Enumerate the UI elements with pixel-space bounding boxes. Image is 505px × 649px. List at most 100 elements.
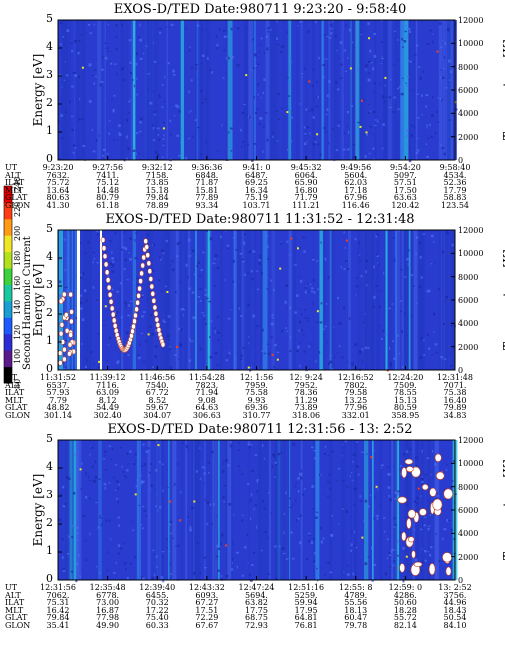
heatmap-speckle xyxy=(89,497,91,500)
heatmap-speckle xyxy=(89,532,91,536)
table-cell: 13: 2:52 xyxy=(438,583,472,592)
heatmap-speckle xyxy=(177,327,181,331)
heatmap-speckle xyxy=(124,542,126,545)
heatmap-speckle xyxy=(99,515,103,519)
heatmap-streak xyxy=(63,20,69,160)
saturated-point xyxy=(69,339,75,346)
heatmap-speckle xyxy=(273,365,276,369)
heatmap-speckle xyxy=(185,263,188,267)
heatmap-speckle xyxy=(289,497,291,500)
heatmap-speckle xyxy=(325,303,328,305)
heatmap-speckle xyxy=(394,498,396,500)
table-cell: 44.96 xyxy=(443,598,467,608)
heatmap-speckle xyxy=(367,346,370,350)
heatmap-streak xyxy=(217,440,219,580)
saturated-point xyxy=(404,458,414,465)
heatmap-speckle xyxy=(178,520,180,522)
y-tick-label: 1 xyxy=(46,124,53,137)
heatmap-speckle xyxy=(113,139,115,142)
heatmap-speckle xyxy=(271,316,274,319)
heatmap-speckle xyxy=(199,348,202,351)
heatmap-speckle xyxy=(123,158,126,162)
table-cell: 64.63 xyxy=(195,403,219,413)
heatmap-speckle xyxy=(352,41,354,44)
heatmap-speckle xyxy=(315,21,317,24)
heatmap-speckle xyxy=(308,345,310,348)
heatmap-speckle xyxy=(421,480,424,483)
heatmap-speckle xyxy=(271,131,274,134)
heatmap-speckle xyxy=(286,330,289,332)
heatmap-speckle xyxy=(276,37,278,40)
heatmap-speckle xyxy=(413,61,415,63)
heatmap-speckle xyxy=(138,356,141,359)
heatmap-speckle xyxy=(137,153,140,155)
heatmap-streak xyxy=(151,230,153,370)
heatmap-speckle xyxy=(225,230,227,233)
heatmap-speckle xyxy=(130,72,133,75)
heatmap-speckle xyxy=(437,97,440,99)
heatmap-speckle xyxy=(114,464,118,466)
heatmap-speckle xyxy=(157,279,161,282)
heatmap-speckle xyxy=(250,366,252,369)
heatmap-speckle xyxy=(426,155,429,158)
heatmap-streak xyxy=(98,440,102,580)
heatmap-speckle xyxy=(188,238,191,242)
heatmap-speckle xyxy=(187,449,189,451)
heatmap-speckle xyxy=(80,487,82,490)
heatmap-speckle xyxy=(111,257,114,260)
saturated-point xyxy=(68,291,73,298)
table-cell: 7802. xyxy=(344,380,368,390)
heatmap-speckle xyxy=(204,323,207,325)
heatmap-speckle xyxy=(358,241,360,245)
heatmap-speckle xyxy=(131,79,134,81)
heatmap-speckle xyxy=(196,24,200,27)
heatmap-speckle xyxy=(132,529,135,532)
heatmap-speckle xyxy=(432,241,435,243)
heatmap-speckle xyxy=(431,449,434,453)
heatmap-streak xyxy=(250,20,252,160)
heatmap-speckle xyxy=(216,267,220,270)
heatmap-speckle xyxy=(371,546,373,550)
heatmap-speckle xyxy=(105,47,109,49)
heatmap-speckle xyxy=(222,461,224,463)
table-cell: 64.81 xyxy=(294,613,318,623)
table-cell: 9:36:36 xyxy=(191,163,223,172)
heatmap-speckle xyxy=(233,514,235,517)
heatmap-speckle xyxy=(323,574,327,576)
heatmap-speckle xyxy=(369,131,371,134)
heatmap-streak xyxy=(191,440,194,580)
heatmap-speckle xyxy=(324,257,327,261)
y2-tick-label: 4000 xyxy=(458,319,479,329)
heatmap-speckle xyxy=(337,124,340,127)
heatmap-speckle xyxy=(357,100,359,102)
heatmap-speckle xyxy=(311,446,314,449)
heatmap-speckle xyxy=(427,525,431,527)
heatmap-speckle xyxy=(406,258,410,261)
heatmap-speckle xyxy=(349,475,351,478)
heatmap-speckle xyxy=(345,510,349,513)
row-label: GLON xyxy=(5,621,31,630)
heatmap-speckle xyxy=(135,460,137,462)
heatmap-speckle xyxy=(425,143,428,146)
heatmap-streak xyxy=(293,230,297,370)
heatmap-hotspot xyxy=(375,485,378,488)
heatmap-speckle xyxy=(443,56,446,59)
heatmap-speckle xyxy=(234,283,236,287)
heatmap-speckle xyxy=(220,575,223,577)
heatmap-speckle xyxy=(386,557,389,560)
heatmap-speckle xyxy=(247,482,250,485)
table-cell: 332.01 xyxy=(341,411,370,420)
heatmap-speckle xyxy=(61,137,64,139)
heatmap-speckle xyxy=(179,344,183,347)
heatmap-speckle xyxy=(196,301,198,304)
heatmap-speckle xyxy=(272,136,274,138)
saturated-arc-point xyxy=(154,316,160,323)
heatmap-speckle xyxy=(153,60,157,63)
table-cell: 301.14 xyxy=(44,411,72,420)
heatmap-speckle xyxy=(225,359,228,362)
heatmap-speckle xyxy=(373,32,376,36)
heatmap-speckle xyxy=(241,111,245,115)
heatmap-speckle xyxy=(380,20,383,22)
heatmap-streak xyxy=(195,230,197,370)
heatmap-speckle xyxy=(355,294,357,296)
